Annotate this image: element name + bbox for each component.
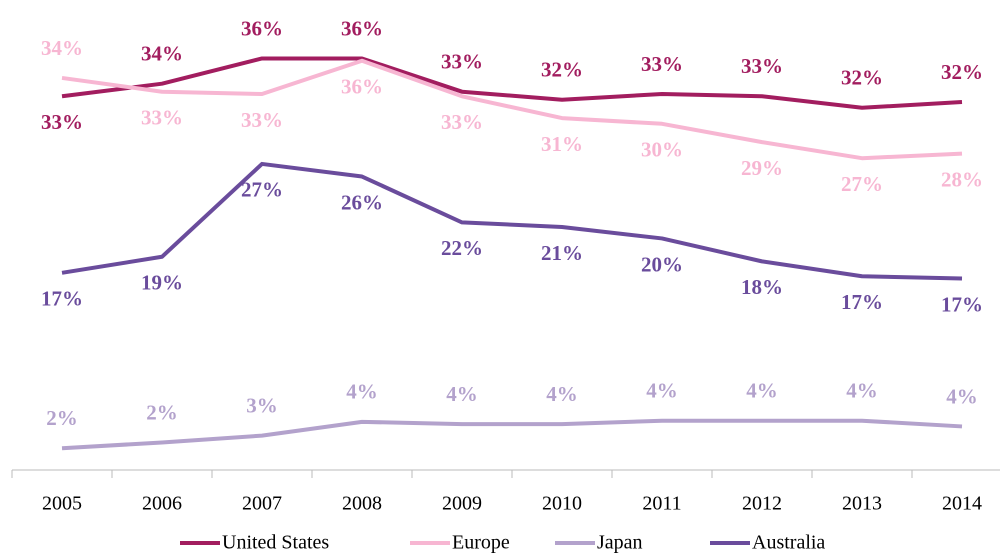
- data-label: 17%: [941, 292, 983, 316]
- x-tick-label: 2007: [242, 493, 282, 515]
- data-label: 4%: [546, 382, 578, 406]
- x-tick-label: 2011: [642, 493, 681, 515]
- data-label: 33%: [41, 110, 83, 134]
- data-label: 33%: [441, 110, 483, 134]
- data-label: 33%: [241, 108, 283, 132]
- data-label: 19%: [141, 271, 183, 295]
- x-tick-label: 2010: [542, 493, 582, 515]
- x-tick-label: 2005: [42, 493, 82, 515]
- data-label: 17%: [41, 287, 83, 311]
- data-label: 4%: [446, 382, 478, 406]
- data-label: 33%: [441, 50, 483, 74]
- legend-label: United States: [222, 532, 329, 554]
- x-tick-label: 2009: [442, 493, 482, 515]
- x-tick-label: 2008: [342, 493, 382, 515]
- legend-label: Japan: [597, 532, 643, 554]
- data-label: 4%: [746, 379, 778, 403]
- data-label: 4%: [346, 380, 378, 404]
- data-label: 20%: [641, 252, 683, 276]
- data-label: 31%: [541, 132, 583, 156]
- data-label: 32%: [841, 66, 883, 90]
- data-label: 36%: [341, 16, 383, 40]
- data-label: 21%: [541, 241, 583, 265]
- data-label: 32%: [541, 58, 583, 82]
- data-label: 36%: [341, 75, 383, 99]
- x-tick-label: 2006: [142, 493, 182, 515]
- data-label: 18%: [741, 275, 783, 299]
- data-label: 36%: [241, 16, 283, 40]
- data-label: 3%: [246, 393, 278, 417]
- data-label: 28%: [941, 167, 983, 191]
- x-tick-label: 2014: [942, 493, 982, 515]
- data-label: 2%: [46, 406, 78, 430]
- data-label: 33%: [741, 54, 783, 78]
- series-line: [61, 161, 963, 281]
- data-label: 30%: [641, 138, 683, 162]
- data-label: 2%: [146, 400, 178, 424]
- data-label: 4%: [646, 379, 678, 403]
- series-line: [61, 56, 963, 110]
- data-label: 34%: [41, 36, 83, 60]
- data-label: 34%: [141, 41, 183, 65]
- x-tick-label: 2013: [842, 493, 882, 515]
- legend-label: Europe: [452, 532, 510, 554]
- data-label: 32%: [941, 60, 983, 84]
- data-label: 33%: [641, 52, 683, 76]
- data-label: 29%: [741, 156, 783, 180]
- data-label: 4%: [846, 379, 878, 403]
- data-label: 27%: [241, 178, 283, 202]
- x-tick-label: 2012: [742, 493, 782, 515]
- data-label: 26%: [341, 190, 383, 214]
- data-label: 22%: [441, 236, 483, 260]
- series-line: [61, 418, 963, 451]
- data-label: 33%: [141, 106, 183, 130]
- data-label: 4%: [946, 384, 978, 408]
- data-label: 27%: [841, 172, 883, 196]
- legend-label: Australia: [752, 532, 825, 554]
- series-line: [61, 58, 963, 161]
- data-label: 17%: [841, 290, 883, 314]
